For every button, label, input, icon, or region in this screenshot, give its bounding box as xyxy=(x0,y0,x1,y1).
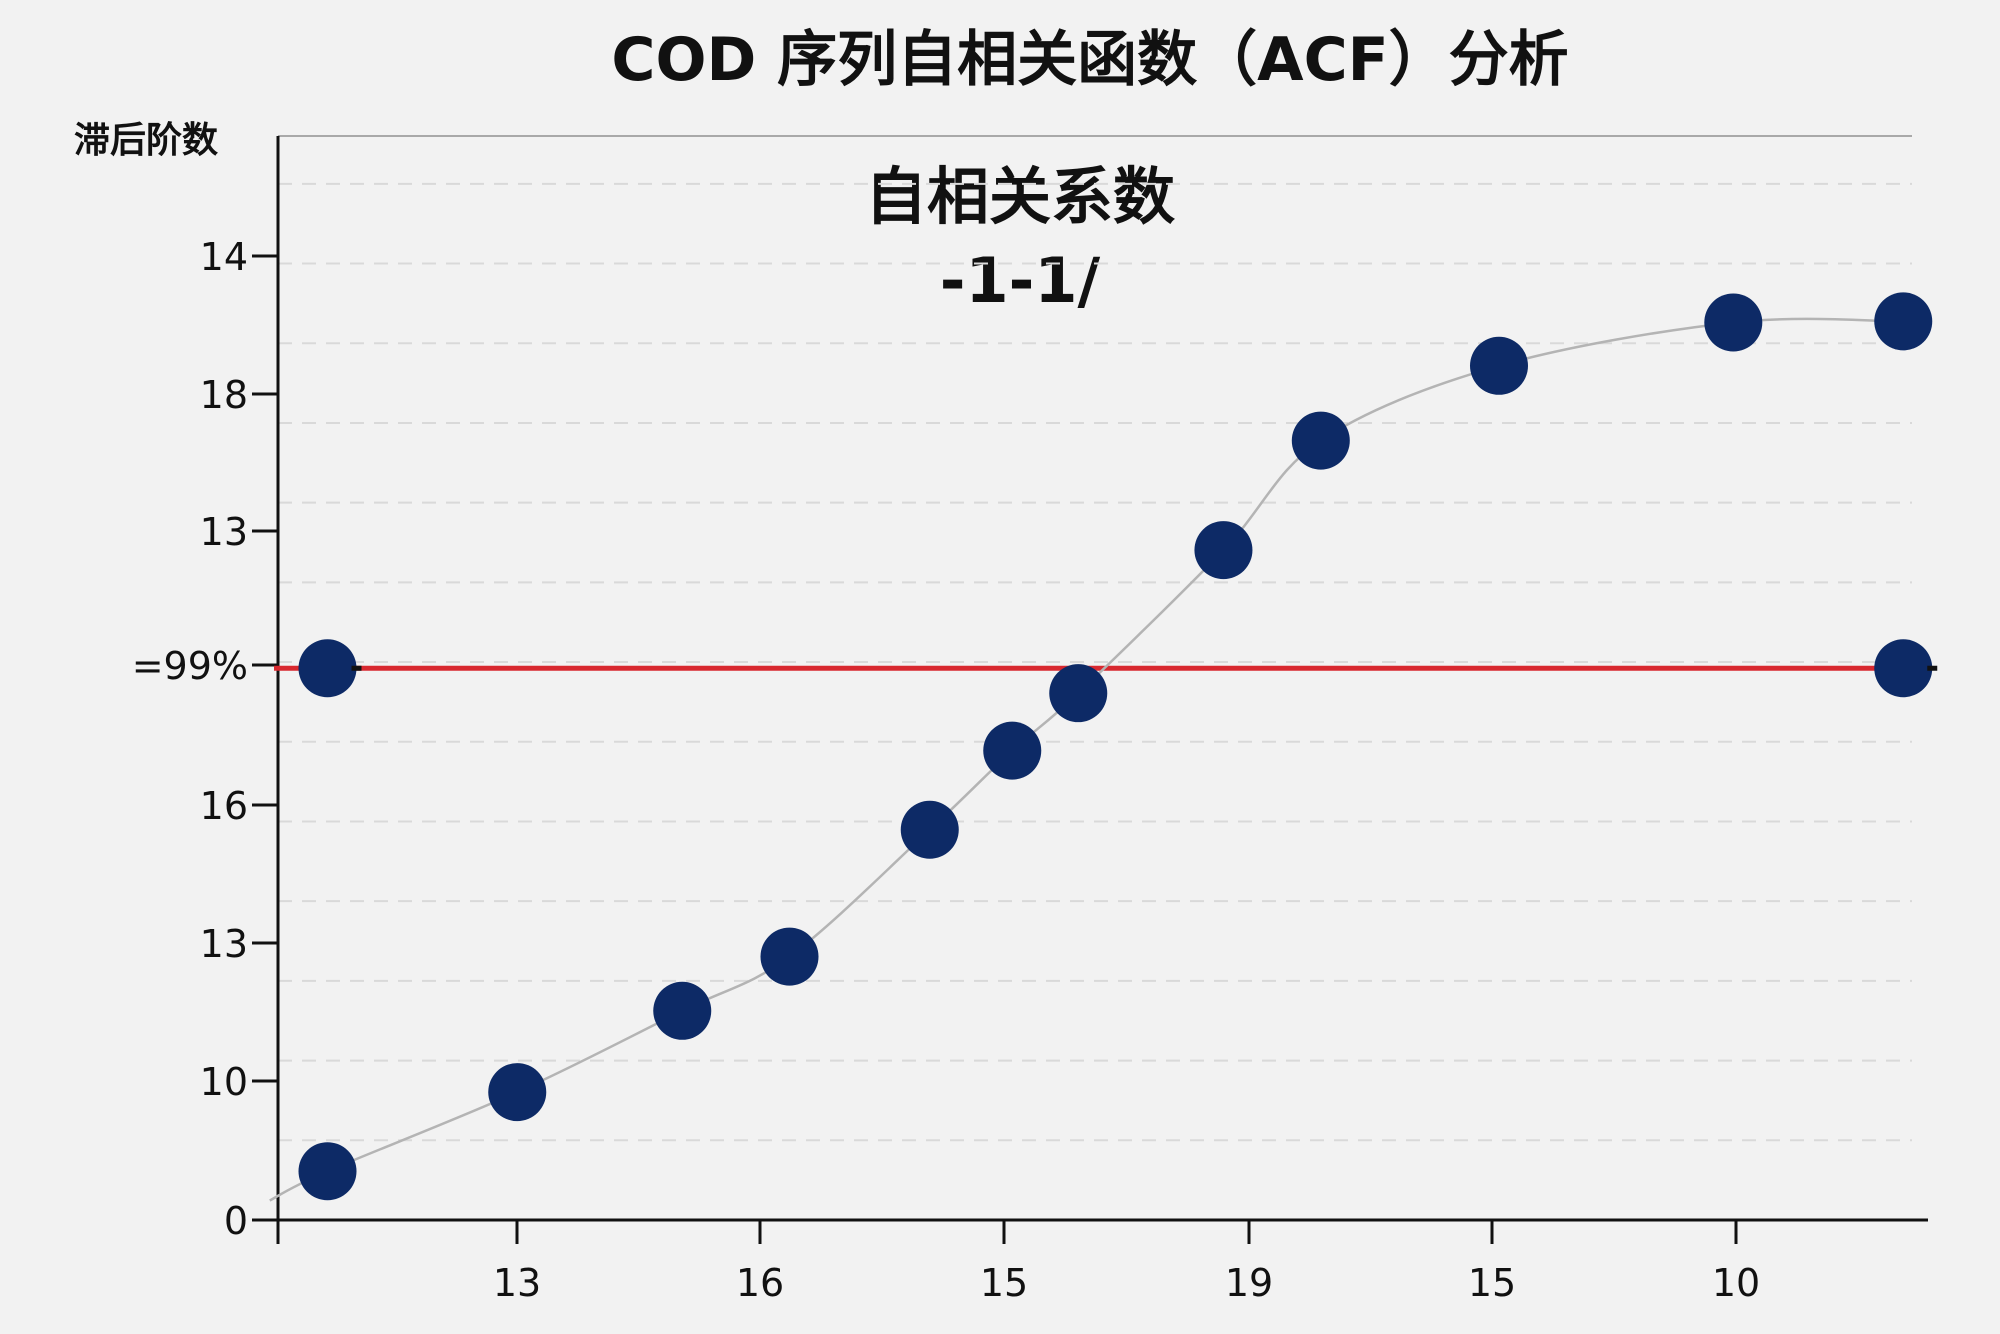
x-tick-label: 16 xyxy=(736,1261,784,1305)
axes xyxy=(252,136,1928,1244)
x-tick-label: 19 xyxy=(1225,1261,1273,1305)
y-tick-label: 14 xyxy=(200,235,248,279)
x-tick-label: 10 xyxy=(1712,1261,1760,1305)
trend-curve xyxy=(269,317,1920,1202)
y-axis-label: 滞后阶数 xyxy=(74,120,218,161)
tick-labels: 14 18 13 =99% 16 13 10 0 13 16 15 19 15 10 xyxy=(132,235,1760,1305)
data-point xyxy=(1049,664,1108,723)
y-tick-label: 0 xyxy=(224,1199,248,1243)
chart-title: COD 序列自相关函数（ACF）分析 xyxy=(611,25,1568,95)
data-point xyxy=(488,1063,547,1122)
data-point xyxy=(1291,411,1350,470)
annotation-range: -1-1/ xyxy=(940,244,1101,317)
data-point xyxy=(1874,292,1933,351)
data-points xyxy=(298,292,1933,1201)
x-tick-label: 13 xyxy=(493,1261,541,1305)
data-point xyxy=(983,721,1042,780)
reference-marker xyxy=(298,639,357,698)
y-tick-label: 16 xyxy=(200,784,248,828)
y-tick-label: 13 xyxy=(200,510,248,554)
annotation-title: 自相关系数 xyxy=(865,160,1175,233)
y-tick-label: 13 xyxy=(200,922,248,966)
y-tick-label: 10 xyxy=(200,1060,248,1104)
grid xyxy=(278,135,1912,1142)
x-tick-label: 15 xyxy=(1468,1261,1516,1305)
reference-marker xyxy=(1874,639,1933,698)
trend-curve-group xyxy=(269,317,1920,1202)
data-point xyxy=(1470,336,1528,395)
data-point xyxy=(900,800,959,859)
data-point xyxy=(760,927,819,986)
reference-line-group xyxy=(274,639,1938,698)
data-point xyxy=(298,1142,357,1201)
y-tick-label: 18 xyxy=(200,373,248,417)
data-point xyxy=(1704,293,1763,352)
data-point xyxy=(653,981,712,1040)
x-tick-label: 15 xyxy=(980,1261,1028,1305)
y-tick-label: =99% xyxy=(132,644,248,688)
data-point xyxy=(1194,521,1253,580)
